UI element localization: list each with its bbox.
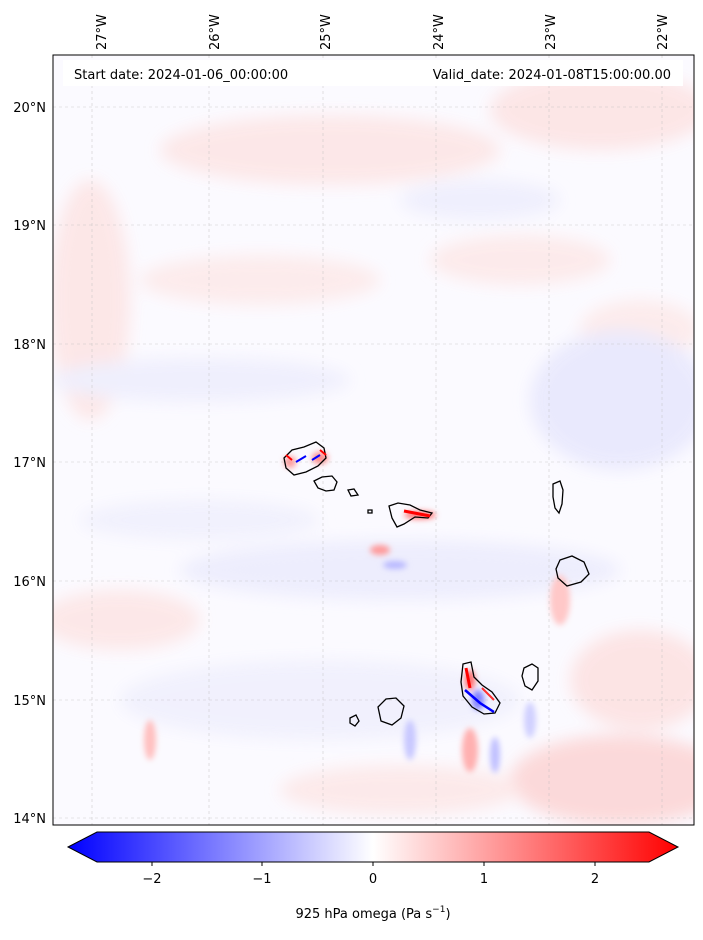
lat-tick-label: 19°N bbox=[13, 219, 46, 234]
longitude-ticks: 27°W 26°W 25°W 24°W 23°W 22°W bbox=[95, 14, 671, 50]
lon-tick-label: 23°W bbox=[544, 14, 559, 50]
header-box bbox=[63, 60, 683, 86]
map-frame bbox=[52, 54, 695, 826]
colorbar: −2 −1 0 1 2 925 hPa omega (Pa s−1) bbox=[66, 831, 680, 922]
lat-tick-label: 14°N bbox=[13, 812, 46, 827]
island-sal bbox=[552, 480, 564, 515]
omega-field: Start date: 2024-01-06_00:00:00 Valid_da… bbox=[53, 55, 694, 825]
colorbar-tick-label: −2 bbox=[142, 872, 161, 887]
island-branco bbox=[367, 509, 373, 514]
lon-tick-label: 24°W bbox=[432, 14, 447, 50]
lon-tick-label: 27°W bbox=[95, 14, 110, 50]
island-maio bbox=[521, 663, 539, 691]
island-brava bbox=[349, 714, 360, 727]
lon-tick-label: 26°W bbox=[208, 14, 223, 50]
colorbar-tick-label: 1 bbox=[480, 872, 488, 887]
colorbar-tick-label: 0 bbox=[369, 872, 377, 887]
lat-tick-label: 18°N bbox=[13, 338, 46, 353]
colorbar-title: 925 hPa omega (Pa s−1) bbox=[295, 905, 450, 922]
lat-tick-label: 20°N bbox=[13, 101, 46, 116]
island-santiago bbox=[460, 661, 501, 715]
island-santo-antao bbox=[283, 441, 327, 476]
map-gridlines bbox=[53, 55, 694, 825]
valid-date-label: Valid_date: 2024-01-08T15:00:00.00 bbox=[433, 68, 671, 83]
colorbar-bar bbox=[66, 831, 680, 863]
lon-tick-label: 22°W bbox=[656, 14, 671, 50]
start-date-label: Start date: 2024-01-06_00:00:00 bbox=[74, 68, 288, 83]
island-santa-luzia bbox=[347, 488, 360, 497]
latitude-ticks: 20°N 19°N 18°N 17°N 16°N 15°N 14°N bbox=[13, 101, 46, 827]
island-sao-nicolau bbox=[388, 502, 434, 528]
colorbar-tick-label: −1 bbox=[252, 872, 271, 887]
lat-tick-label: 16°N bbox=[13, 575, 46, 590]
lon-tick-label: 25°W bbox=[319, 14, 334, 50]
lat-tick-label: 15°N bbox=[13, 694, 46, 709]
lat-tick-label: 17°N bbox=[13, 456, 46, 471]
island-fogo bbox=[377, 697, 405, 726]
island-sao-vicente bbox=[313, 475, 338, 492]
island-boa-vista bbox=[555, 555, 590, 587]
colorbar-tick-label: 2 bbox=[591, 872, 599, 887]
